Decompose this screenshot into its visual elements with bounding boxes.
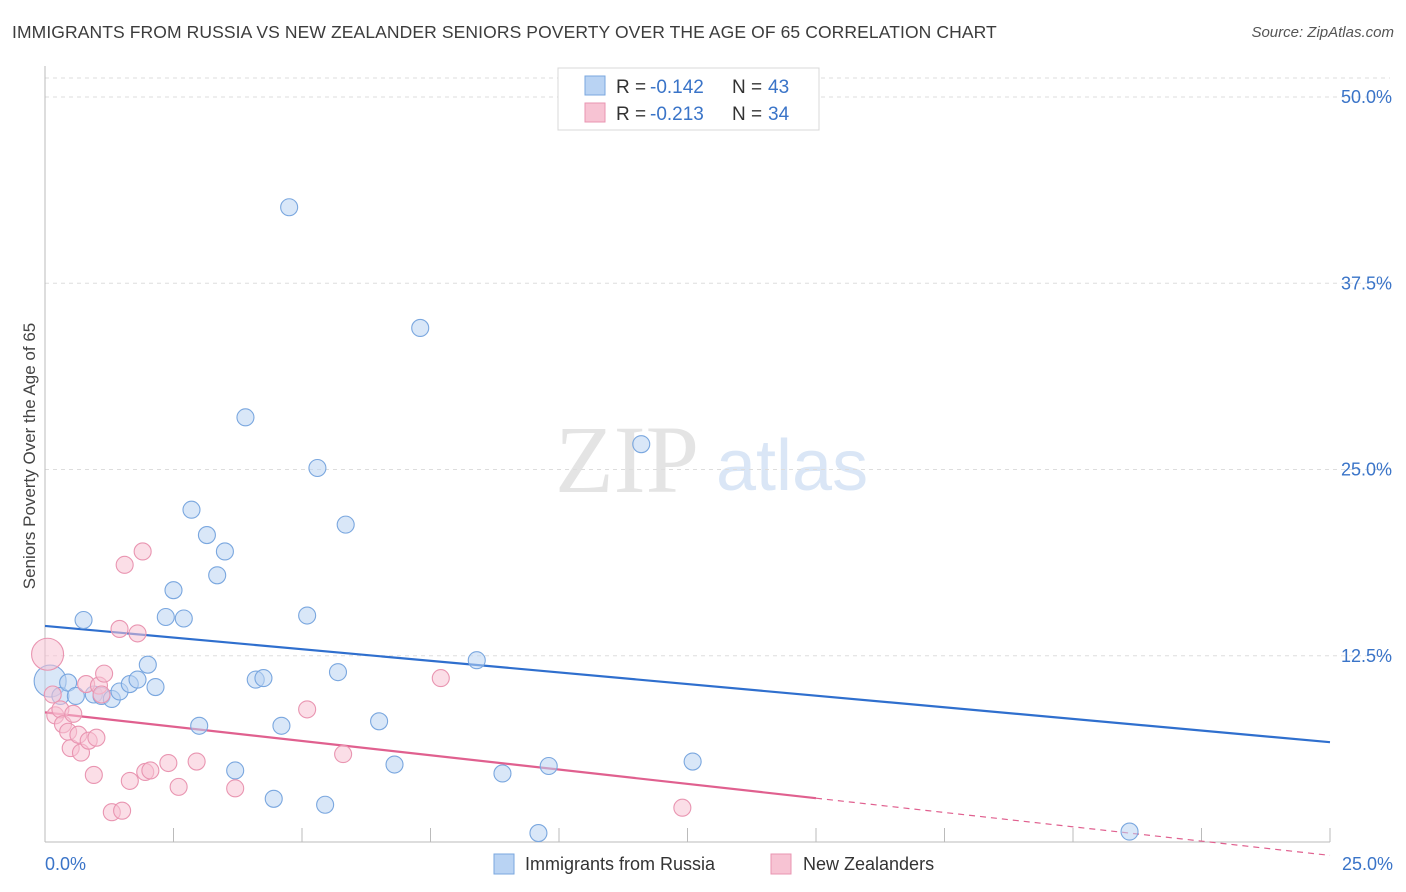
russia-point: [632, 435, 651, 454]
x-tick-label: 0.0%: [45, 854, 86, 874]
nz-point: [169, 777, 188, 796]
nz-point: [64, 704, 83, 723]
nz-point: [120, 771, 139, 790]
nz-point: [141, 761, 160, 780]
russia-point: [328, 663, 348, 682]
legend-n-value: 34: [768, 104, 790, 125]
legend-swatch-nz: [584, 102, 606, 123]
russia-point: [411, 318, 430, 338]
x-tick-label: 25.0%: [1342, 854, 1393, 874]
russia-point: [683, 752, 702, 771]
series-swatch-nz: [770, 853, 792, 875]
nz-point: [128, 624, 147, 643]
series-legend: Immigrants from Russia New Zealanders: [493, 853, 934, 875]
nz-point: [431, 669, 450, 688]
russia-point: [467, 651, 486, 670]
data-points: [31, 198, 1139, 843]
nz-point: [31, 637, 65, 671]
russia-point: [208, 566, 227, 585]
russia-point: [146, 677, 165, 697]
tick-labels: 12.5% 25.0% 37.5% 50.0% 0.0% 25.0%: [45, 87, 1393, 874]
nz-point: [159, 753, 178, 773]
russia-point: [316, 795, 335, 814]
russia-point: [182, 500, 201, 519]
nz-point: [133, 542, 152, 561]
trend-line-1: [44, 711, 817, 800]
series-label-nz: New Zealanders: [803, 854, 934, 874]
y-tick-label: 12.5%: [1341, 646, 1392, 666]
nz-point: [673, 798, 692, 817]
russia-point: [215, 542, 234, 561]
legend-n-label: N =: [732, 104, 762, 125]
nz-point: [43, 685, 62, 704]
russia-point: [174, 609, 193, 628]
russia-point: [272, 716, 291, 735]
russia-point: [197, 526, 216, 545]
legend-r-label: R =: [616, 77, 646, 98]
legend-r-label: R =: [616, 104, 646, 125]
nz-point: [95, 664, 114, 683]
trend-lines: [44, 624, 1331, 857]
russia-point: [529, 824, 548, 843]
russia-point: [66, 686, 85, 706]
watermark-atlas: atlas: [716, 426, 868, 506]
series-label-russia: Immigrants from Russia: [525, 854, 716, 874]
nz-point: [87, 728, 106, 747]
nz-point: [226, 779, 245, 798]
russia-point: [164, 581, 183, 600]
russia-point: [138, 655, 157, 674]
russia-point: [264, 789, 283, 808]
russia-point: [370, 712, 389, 731]
trend-line-dashed-1: [815, 797, 1331, 857]
nz-point: [187, 752, 206, 771]
legend-r-value: -0.213: [650, 104, 704, 125]
nz-point: [110, 619, 129, 638]
chart-title: IMMIGRANTS FROM RUSSIA VS NEW ZEALANDER …: [12, 22, 997, 42]
russia-point: [298, 606, 317, 625]
russia-point: [156, 607, 175, 627]
russia-point: [190, 716, 209, 735]
series-swatch-russia: [493, 853, 515, 875]
russia-point: [128, 670, 147, 689]
legend-n-label: N =: [732, 77, 762, 98]
y-tick-label: 50.0%: [1341, 87, 1392, 107]
nz-point: [298, 700, 317, 719]
nz-point: [113, 801, 132, 820]
russia-point: [280, 198, 299, 217]
legend-swatch-russia: [584, 75, 606, 96]
legend-r-value: -0.142: [650, 77, 704, 98]
nz-point: [115, 555, 134, 574]
correlation-legend: R = -0.142 N = 43 R = -0.213 N = 34: [557, 67, 820, 131]
y-axis-title: Seniors Poverty Over the Age of 65: [20, 323, 39, 589]
source-label: Source: ZipAtlas.com: [1251, 24, 1394, 41]
gridlines: [45, 77, 1390, 657]
russia-point: [493, 764, 512, 783]
russia-point: [226, 761, 245, 780]
nz-point: [84, 765, 103, 785]
russia-point: [1120, 822, 1139, 841]
y-tick-label: 37.5%: [1341, 273, 1392, 293]
nz-point: [334, 745, 353, 764]
watermark: ZIP atlas: [555, 406, 868, 513]
russia-point: [59, 673, 78, 692]
russia-point: [539, 756, 558, 776]
russia-point: [254, 669, 273, 688]
nz-point: [92, 685, 111, 704]
trend-line-0: [44, 624, 1331, 744]
watermark-zip: ZIP: [555, 406, 699, 513]
legend-n-value: 43: [768, 77, 789, 98]
russia-point: [385, 755, 404, 774]
russia-point: [236, 408, 255, 427]
russia-point: [336, 515, 355, 534]
y-tick-label: 25.0%: [1341, 460, 1392, 480]
russia-point: [308, 458, 327, 478]
russia-point: [74, 610, 93, 630]
